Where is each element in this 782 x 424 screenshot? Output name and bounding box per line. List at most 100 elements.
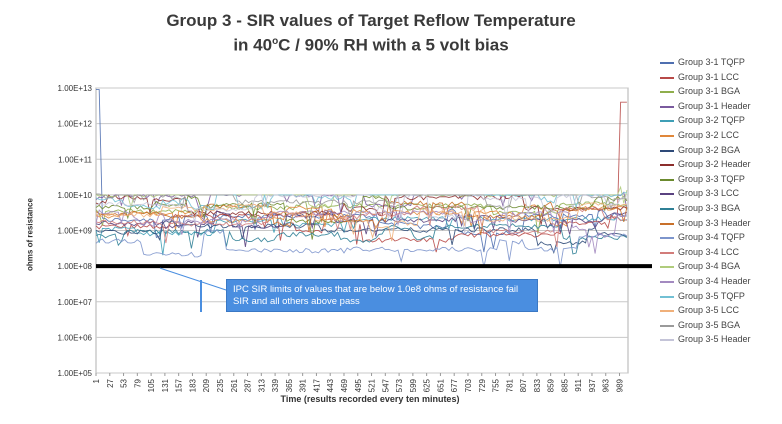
x-tick-label: 339 [271, 378, 280, 392]
y-tick-label: 1.00E+07 [58, 298, 93, 307]
x-tick-label: 417 [312, 378, 321, 392]
legend-item: Group 3-3 BGA [660, 202, 782, 217]
legend-swatch [660, 164, 674, 167]
legend-item: Group 3-2 BGA [660, 144, 782, 159]
legend-label: Group 3-5 BGA [678, 319, 741, 330]
legend-item: Group 3-5 BGA [660, 319, 782, 334]
series-line-13 [95, 229, 628, 268]
legend-swatch [660, 251, 674, 254]
x-tick-label: 989 [616, 378, 625, 392]
legend-label: Group 3-1 LCC [678, 71, 740, 82]
legend-swatch [660, 91, 674, 94]
x-tick-label: 755 [492, 378, 501, 392]
legend-swatch [660, 62, 674, 64]
x-tick-label: 807 [519, 378, 528, 392]
y-tick-label: 1.00E+08 [58, 262, 93, 271]
series-line-20 [95, 194, 627, 234]
legend-item: Group 3-5 LCC [660, 304, 782, 319]
x-tick-label: 729 [478, 378, 487, 392]
legend-label: Group 3-5 LCC [678, 305, 740, 316]
x-tick-label: 79 [133, 378, 142, 387]
legend-swatch [660, 178, 674, 181]
legend-item: Group 3-3 Header [660, 217, 782, 232]
legend-label: Group 3-4 TQFP [678, 232, 745, 243]
y-tick-label: 1.00E+10 [58, 191, 93, 200]
x-tick-label: 313 [257, 378, 266, 392]
legend-label: Group 3-5 TQFP [678, 290, 745, 301]
x-tick-label: 261 [230, 378, 239, 392]
legend-label: Group 3-1 BGA [678, 86, 741, 97]
x-tick-label: 521 [368, 378, 377, 392]
legend-item: Group 3-2 Header [660, 158, 782, 173]
legend-label: Group 3-3 BGA [678, 203, 741, 213]
x-tick-label: 625 [423, 378, 432, 392]
legend-item: Group 3-4 BGA [660, 260, 782, 275]
x-tick-label: 27 [106, 378, 115, 387]
legend-swatch [660, 208, 674, 210]
series-line-11 [95, 223, 628, 255]
y-axis-label: ohms of resistance [25, 198, 35, 271]
legend-item: Group 3-5 Header [660, 333, 782, 348]
legend-label: Group 3-1 TQFP [678, 57, 745, 67]
callout-pointer [159, 267, 227, 291]
legend-label: Group 3-4 BGA [678, 261, 741, 272]
legend-item: Group 3-4 Header [660, 275, 782, 290]
series-line-18 [95, 202, 627, 242]
legend-swatch [660, 310, 674, 313]
legend-label: Group 3-1 Header [678, 100, 751, 111]
legend-swatch [660, 266, 674, 269]
x-tick-label: 157 [175, 378, 184, 392]
x-tick-label: 391 [299, 378, 308, 392]
legend-swatch [660, 76, 674, 79]
degree-symbol: o [272, 36, 279, 47]
legend-item: Group 3-1 Header [660, 100, 782, 115]
x-tick-label: 53 [120, 378, 129, 387]
x-axis-label: Time (results recorded every ten minutes… [280, 394, 460, 404]
x-tick-label: 911 [574, 378, 583, 391]
x-tick-label: 703 [464, 378, 473, 392]
legend-item: Group 3-3 LCC [660, 187, 782, 202]
legend-swatch [660, 281, 674, 283]
y-tick-label: 1.00E+05 [58, 369, 93, 378]
series-line-19 [96, 193, 628, 220]
legend-swatch [660, 149, 674, 152]
x-tick-label: 651 [436, 378, 445, 392]
legend-label: Group 3-3 LCC [678, 188, 740, 199]
x-tick-label: 599 [409, 378, 418, 392]
legend-item: Group 3-1 TQFP [660, 56, 782, 71]
x-tick-label: 963 [602, 378, 611, 392]
legend-swatch [660, 105, 674, 108]
legend-item: Group 3-4 TQFP [660, 231, 782, 246]
legend-label: Group 3-3 TQFP [678, 173, 745, 184]
chart-title-line1: Group 3 - SIR values of Target Reflow Te… [166, 11, 576, 30]
legend-item: Group 3-3 TQFP [660, 173, 782, 188]
legend-label: Group 3-5 Header [678, 334, 751, 345]
legend-label: Group 3-4 LCC [678, 246, 740, 257]
legend-label: Group 3-4 Header [678, 276, 751, 286]
x-tick-label: 859 [547, 378, 556, 392]
y-tick-label: 1.00E+12 [58, 120, 93, 129]
series-line-16 [95, 209, 628, 254]
x-tick-label: 937 [588, 378, 597, 392]
legend-item: Group 3-2 LCC [660, 129, 782, 144]
x-tick-label: 209 [202, 378, 211, 392]
title-line2-post: C / 90% RH with a 5 volt bias [278, 35, 509, 55]
x-tick-label: 443 [326, 378, 335, 392]
x-tick-label: 469 [340, 378, 349, 392]
x-tick-label: 781 [505, 378, 514, 392]
chart-title-line2: in 40oC / 90% RH with a 5 volt bias [96, 31, 646, 56]
legend-swatch [660, 222, 674, 225]
y-tick-label: 1.00E+13 [58, 84, 93, 93]
legend-item: Group 3-4 LCC [660, 246, 782, 261]
legend-label: Group 3-2 BGA [678, 144, 741, 155]
x-tick-label: 365 [285, 378, 294, 392]
legend-label: Group 3-2 Header [678, 159, 751, 170]
legend-swatch [660, 237, 674, 240]
x-tick-label: 885 [560, 378, 569, 392]
x-tick-label: 131 [161, 378, 170, 392]
x-tick-label: 495 [354, 378, 363, 392]
y-tick-label: 1.00E+09 [58, 227, 93, 236]
legend-swatch [660, 324, 674, 327]
